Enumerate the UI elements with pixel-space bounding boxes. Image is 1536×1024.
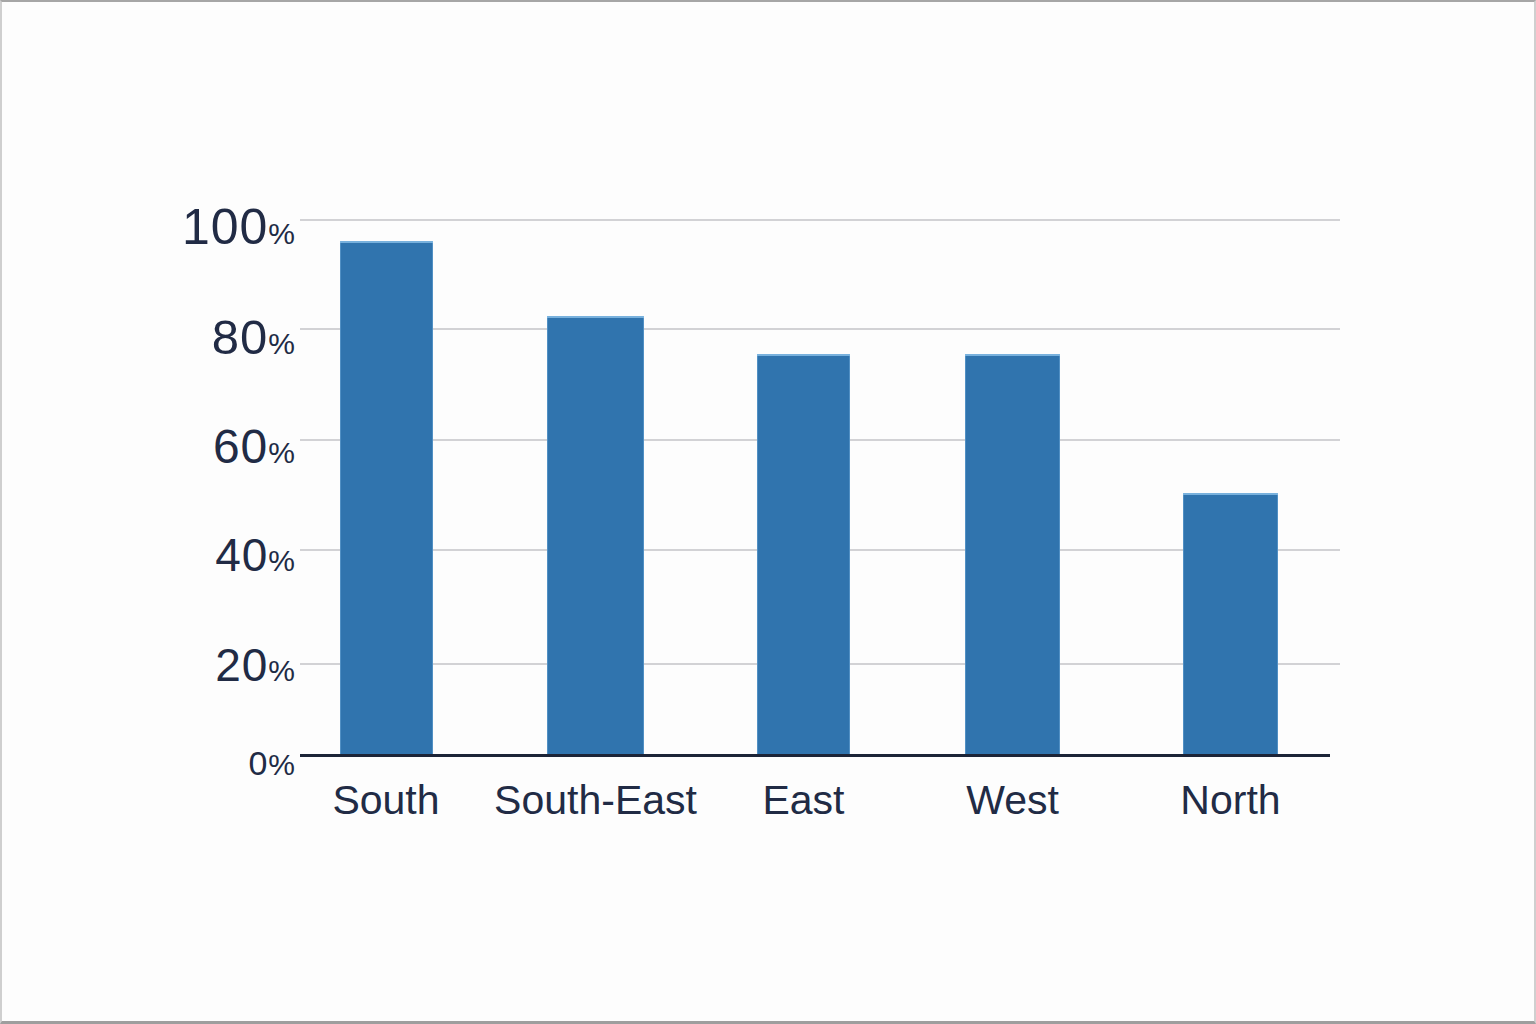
y-tick-label-40: 40% xyxy=(2,522,295,588)
y-tick-number: 60 xyxy=(213,420,268,473)
y-tick-percent-sign: % xyxy=(268,327,295,360)
x-tick-label-north: North xyxy=(1071,774,1391,826)
gridline-100 xyxy=(300,219,1340,221)
y-tick-number: 100 xyxy=(182,199,268,255)
bar-west xyxy=(965,354,1060,755)
y-tick-number: 20 xyxy=(215,639,268,691)
y-tick-percent-sign: % xyxy=(268,436,295,469)
y-tick-percent-sign: % xyxy=(268,544,295,577)
y-tick-label-100: 100% xyxy=(2,194,295,260)
bar-east xyxy=(757,354,850,755)
y-tick-label-20: 20% xyxy=(2,632,295,698)
y-tick-number: 40 xyxy=(215,529,268,581)
y-tick-number: 80 xyxy=(212,310,269,364)
y-tick-percent-sign: % xyxy=(268,654,295,687)
bar-north xyxy=(1183,493,1278,755)
y-tick-label-80: 80% xyxy=(2,304,295,370)
plot-area xyxy=(300,220,1340,755)
y-tick-percent-sign: % xyxy=(268,217,295,250)
gridline-80 xyxy=(300,328,1340,330)
y-tick-label-60: 60% xyxy=(2,414,295,480)
x-axis-line xyxy=(300,754,1330,757)
bar-south-east xyxy=(547,316,644,755)
bar-south xyxy=(340,241,433,755)
chart-page: 100%80%60%40%20%0%SouthSouth-EastEastWes… xyxy=(0,0,1536,1024)
